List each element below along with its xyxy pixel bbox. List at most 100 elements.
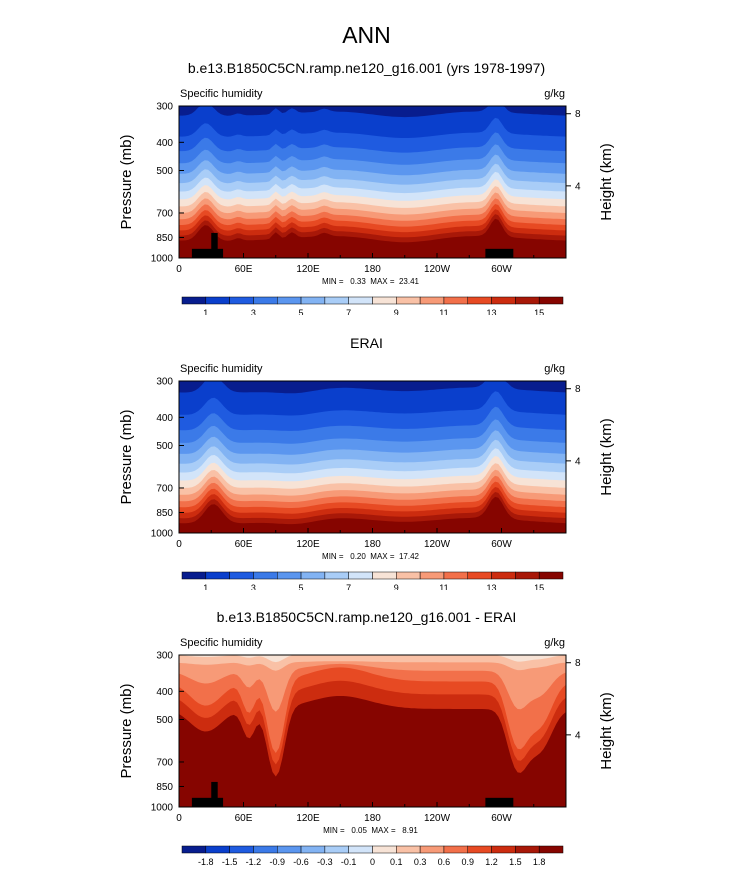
terrain-block xyxy=(191,797,224,807)
lon-tick-label: 60E xyxy=(235,264,253,275)
colorbar-swatch xyxy=(277,845,302,854)
colorbar-swatch xyxy=(467,571,492,580)
colorbar-swatch xyxy=(253,296,278,305)
height-tick-label: 4 xyxy=(575,456,581,467)
y-axis-title: Pressure (mb) xyxy=(118,409,135,504)
lon-tick-label: 120E xyxy=(296,813,320,824)
colorbar-swatch xyxy=(538,845,564,854)
colorbar-swatch xyxy=(348,571,373,580)
lon-tick-label: 180 xyxy=(364,539,381,550)
colorbar-swatch xyxy=(491,571,516,580)
colorbar-label: 9 xyxy=(394,308,399,315)
colorbar-swatch xyxy=(181,571,207,580)
colorbar-swatch xyxy=(253,571,278,580)
colorbar-label: 7 xyxy=(346,308,351,315)
colorbar-swatch xyxy=(419,296,445,305)
colorbar-label: 9 xyxy=(394,583,399,590)
y-axis-title: Pressure (mb) xyxy=(118,134,135,229)
contour-band xyxy=(179,655,566,663)
lon-tick-label: 120E xyxy=(296,264,320,275)
pressure-tick-label: 700 xyxy=(156,483,173,494)
colorbar-swatch xyxy=(205,296,230,305)
min-max-stats: MIN = 0.05 MAX = 8.91 xyxy=(323,826,418,835)
pressure-tick-label: 500 xyxy=(156,441,173,452)
units-label: g/kg xyxy=(544,637,565,649)
terrain-block xyxy=(191,248,224,258)
pressure-tick-label: 300 xyxy=(156,377,173,388)
colorbar-swatch xyxy=(538,296,564,305)
colorbar-swatch xyxy=(253,845,278,854)
colorbar-swatch xyxy=(277,571,302,580)
colorbar-label: 11 xyxy=(439,583,448,590)
pressure-tick-label: 850 xyxy=(156,233,173,244)
lon-tick-label: 120W xyxy=(424,264,451,275)
colorbar-label: 1.5 xyxy=(509,857,522,865)
colorbar-label: -1.8 xyxy=(198,857,214,865)
colorbar-swatch xyxy=(277,296,302,305)
colorbar-swatch xyxy=(467,296,492,305)
colorbar xyxy=(181,571,564,580)
colorbar-swatch xyxy=(300,296,326,305)
lon-tick-label: 60E xyxy=(235,539,253,550)
pressure-tick-label: 500 xyxy=(156,166,173,177)
colorbar-swatch xyxy=(491,296,516,305)
colorbar xyxy=(181,296,564,305)
colorbar-swatch xyxy=(229,571,254,580)
height-tick-label: 8 xyxy=(575,384,581,395)
colorbar-swatch xyxy=(419,571,445,580)
colorbar-swatch xyxy=(443,296,468,305)
colorbar-label: 1 xyxy=(203,583,208,590)
colorbar-swatch xyxy=(372,845,397,854)
colorbar-label: -0.3 xyxy=(317,857,333,865)
colorbar-label: -0.6 xyxy=(293,857,309,865)
colorbar-label: 5 xyxy=(299,583,304,590)
colorbar-swatch xyxy=(372,571,397,580)
colorbar-label: 3 xyxy=(251,308,256,315)
colorbar-swatch xyxy=(467,845,492,854)
lon-tick-label: 120W xyxy=(424,539,451,550)
colorbar-swatch xyxy=(419,845,445,854)
colorbar-label: 11 xyxy=(439,308,448,315)
colorbar-label: 15 xyxy=(534,308,544,315)
pressure-tick-label: 1000 xyxy=(151,254,174,265)
pressure-tick-label: 850 xyxy=(156,782,173,793)
colorbar-label: 0.3 xyxy=(414,857,427,865)
colorbar-swatch xyxy=(396,571,421,580)
figure-title: ANN xyxy=(342,22,391,48)
panel-1-title: b.e13.B1850C5CN.ramp.ne120_g16.001 (yrs … xyxy=(187,60,546,76)
colorbar-label: -0.1 xyxy=(341,857,357,865)
colorbar-swatch xyxy=(396,296,421,305)
lon-tick-label: 0 xyxy=(176,813,182,824)
colorbar-label: 15 xyxy=(534,583,544,590)
pressure-tick-label: 700 xyxy=(156,208,173,219)
units-label: g/kg xyxy=(544,363,565,375)
y-axis-right-title: Height (km) xyxy=(598,418,615,496)
contour-field xyxy=(179,381,566,533)
height-tick-label: 4 xyxy=(575,181,581,192)
lon-tick-label: 60E xyxy=(235,813,253,824)
pressure-tick-label: 300 xyxy=(156,651,173,662)
lon-tick-label: 180 xyxy=(364,813,381,824)
colorbar-swatch xyxy=(181,845,207,854)
colorbar-label: 0.6 xyxy=(438,857,451,865)
panel-1-model: Specific humidity g/kg3004005007008501000… xyxy=(118,88,615,315)
colorbar-swatch xyxy=(515,296,540,305)
panel-2-erai: Specific humidity g/kg3004005007008501000… xyxy=(118,363,615,590)
colorbar-swatch xyxy=(205,571,230,580)
pressure-tick-label: 1000 xyxy=(151,803,174,814)
variable-label: Specific humidity xyxy=(180,88,263,100)
colorbar-swatch xyxy=(515,845,540,854)
contour-field xyxy=(179,106,566,258)
orography xyxy=(191,781,514,807)
pressure-tick-label: 850 xyxy=(156,508,173,519)
lon-tick-label: 0 xyxy=(176,264,182,275)
pressure-tick-label: 500 xyxy=(156,715,173,726)
colorbar-swatch xyxy=(300,571,326,580)
colorbar-swatch xyxy=(300,845,326,854)
panel-3-difference: Specific humidity g/kg3004005007008501000… xyxy=(118,637,615,865)
contour-band xyxy=(179,106,566,118)
contour-field xyxy=(179,655,566,807)
terrain-block xyxy=(485,797,514,807)
colorbar-swatch xyxy=(443,845,468,854)
